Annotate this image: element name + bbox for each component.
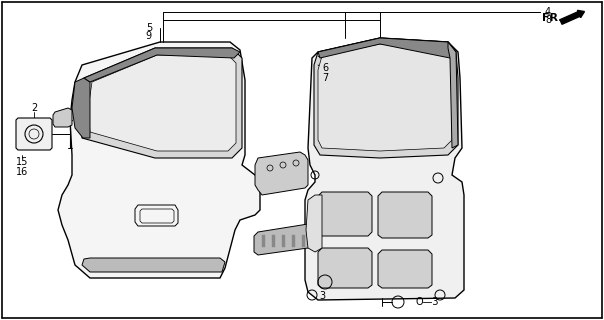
Text: O—3: O—3 <box>415 297 439 307</box>
Polygon shape <box>306 195 322 252</box>
Polygon shape <box>378 192 432 238</box>
Polygon shape <box>282 235 285 247</box>
Polygon shape <box>292 235 295 247</box>
Polygon shape <box>305 38 464 300</box>
Text: 6: 6 <box>322 63 328 73</box>
Text: 9: 9 <box>146 31 152 41</box>
Text: 8: 8 <box>545 15 551 25</box>
Polygon shape <box>448 42 458 148</box>
Polygon shape <box>58 42 260 278</box>
Text: 5: 5 <box>146 23 152 33</box>
Polygon shape <box>254 224 312 255</box>
Text: 15: 15 <box>16 157 28 167</box>
Polygon shape <box>318 248 372 288</box>
Polygon shape <box>80 48 242 158</box>
Text: 7: 7 <box>322 73 328 83</box>
Polygon shape <box>302 235 305 247</box>
Polygon shape <box>84 48 240 82</box>
Polygon shape <box>314 38 458 158</box>
Polygon shape <box>255 152 308 195</box>
Polygon shape <box>318 192 372 236</box>
Polygon shape <box>262 235 265 247</box>
Text: 16: 16 <box>16 167 28 177</box>
Polygon shape <box>88 55 236 151</box>
Text: FR.: FR. <box>542 13 562 23</box>
Text: 4: 4 <box>545 7 551 17</box>
Polygon shape <box>272 235 275 247</box>
Polygon shape <box>16 118 52 150</box>
Polygon shape <box>53 108 72 127</box>
Polygon shape <box>378 250 432 288</box>
FancyArrow shape <box>560 10 585 24</box>
Text: 3: 3 <box>319 291 325 301</box>
Polygon shape <box>72 78 90 138</box>
Polygon shape <box>82 258 225 272</box>
Text: 2: 2 <box>31 103 37 113</box>
Polygon shape <box>318 38 456 58</box>
Polygon shape <box>318 44 452 151</box>
